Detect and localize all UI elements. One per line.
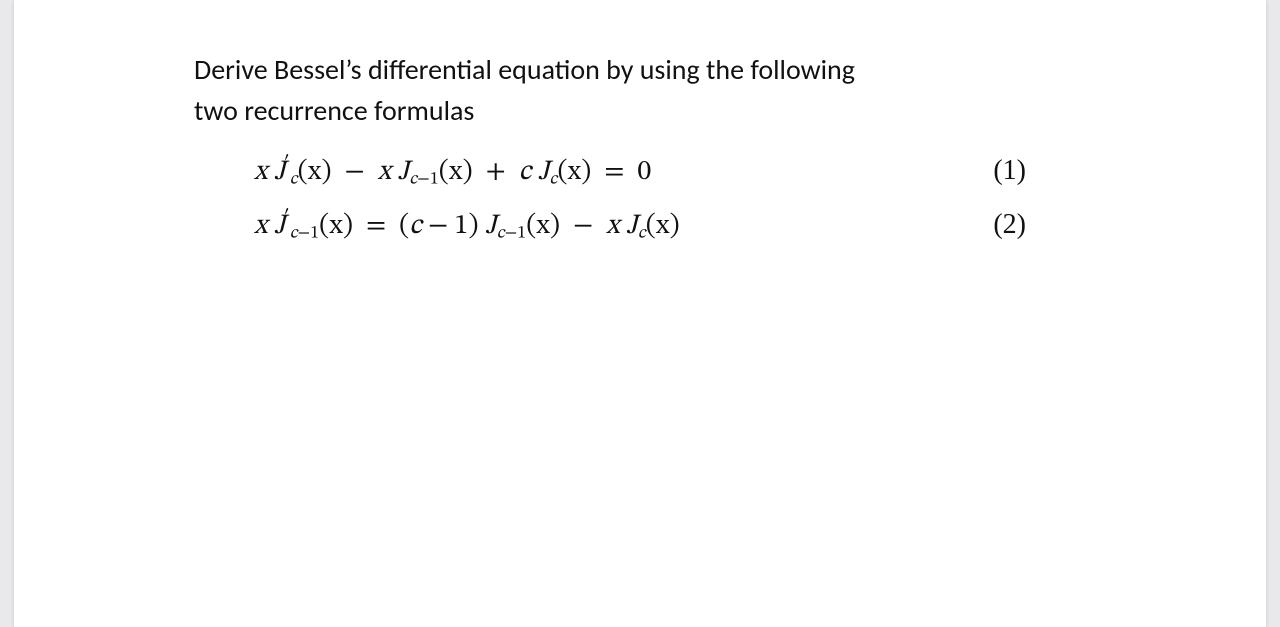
equation-row-1: x J′c(x) − x Jc−1(x) + c Jc(x) = 0 (1)	[254, 151, 1034, 191]
prompt-line-2: two recurrence formulas	[194, 93, 474, 128]
equation-number-1: (1)	[993, 155, 1034, 187]
equation-number-2: (2)	[993, 209, 1034, 241]
prompt-line-1: Derive Bessel’s differential equation by…	[194, 52, 855, 87]
problem-statement: Derive Bessel’s differential equation by…	[194, 50, 1014, 131]
document-card: Derive Bessel’s differential equation by…	[14, 0, 1266, 627]
equation-block: x J′c(x) − x Jc−1(x) + c Jc(x) = 0 (1) x…	[254, 151, 1034, 244]
equation-2: x J′c−1(x) = (c−1) Jc−1(x) − x Jc(x)	[254, 205, 680, 245]
equation-1: x J′c(x) − x Jc−1(x) + c Jc(x) = 0	[254, 151, 651, 191]
equation-row-2: x J′c−1(x) = (c−1) Jc−1(x) − x Jc(x) (2)	[254, 205, 1034, 245]
